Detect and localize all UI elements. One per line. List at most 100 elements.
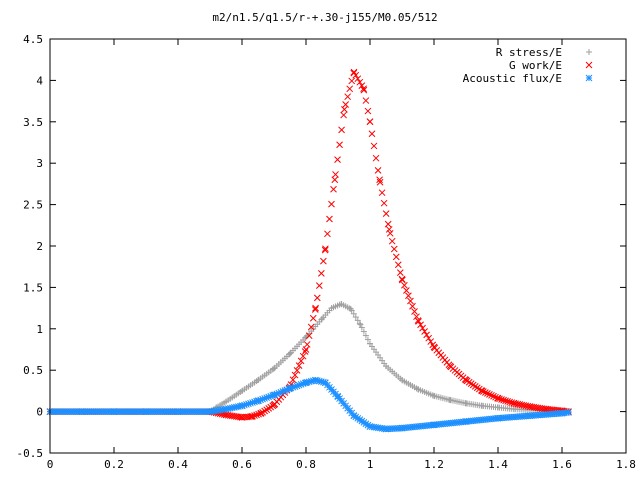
data-point xyxy=(462,418,470,425)
data-point xyxy=(142,408,150,415)
x-tick-label: 1.4 xyxy=(488,458,508,471)
cross-marker xyxy=(500,396,507,404)
cross-marker xyxy=(390,245,398,253)
data-point xyxy=(542,405,550,413)
cross-marker xyxy=(403,287,410,294)
data-point xyxy=(398,275,406,283)
data-point xyxy=(350,412,358,420)
y-tick-label: 0 xyxy=(36,406,43,419)
cross-marker xyxy=(326,215,333,223)
cross-marker xyxy=(425,334,433,342)
cross-marker xyxy=(313,294,321,302)
cross-marker xyxy=(364,107,372,115)
data-point xyxy=(382,425,390,433)
legend-marker xyxy=(586,49,592,55)
y-tick-label: 0.5 xyxy=(23,364,43,377)
cross-marker xyxy=(496,395,503,403)
data-point xyxy=(338,300,345,307)
data-point xyxy=(385,226,393,233)
data-point xyxy=(78,408,86,415)
legend-marker xyxy=(585,74,593,82)
cross-marker xyxy=(334,156,341,163)
data-point xyxy=(495,404,501,411)
cross-marker xyxy=(419,324,426,332)
plot-frame xyxy=(49,38,627,454)
x-tick-label: 0.4 xyxy=(168,458,188,471)
data-point xyxy=(431,392,437,399)
data-point xyxy=(478,387,486,395)
cross-marker xyxy=(291,371,299,379)
data-point xyxy=(494,394,502,402)
data-point xyxy=(399,377,405,384)
cross-marker xyxy=(411,308,418,315)
data-point xyxy=(222,405,230,413)
data-point xyxy=(331,176,339,184)
cross-marker xyxy=(307,323,315,331)
cross-marker xyxy=(338,126,345,134)
cross-marker xyxy=(388,237,396,245)
cross-marker xyxy=(384,220,392,228)
cross-marker xyxy=(289,376,297,384)
cross-marker xyxy=(328,200,335,208)
cross-marker xyxy=(346,85,354,93)
cross-marker xyxy=(299,352,307,360)
data-point xyxy=(511,406,517,413)
cross-marker xyxy=(372,154,380,162)
cross-marker xyxy=(340,111,347,119)
data-point xyxy=(238,414,246,421)
y-tick-label: 2.5 xyxy=(23,199,43,212)
plus-marker xyxy=(362,332,369,339)
series-layer xyxy=(46,68,572,433)
x-tick-label: 0.2 xyxy=(104,458,124,471)
data-point xyxy=(302,379,310,386)
cross-marker xyxy=(417,321,424,329)
cross-marker xyxy=(386,229,394,237)
data-point xyxy=(430,343,438,351)
cross-marker xyxy=(311,306,319,313)
y-tick-label: 1 xyxy=(36,323,43,336)
cross-marker xyxy=(423,331,431,339)
cross-marker xyxy=(394,261,402,269)
cross-marker xyxy=(486,391,493,398)
data-point xyxy=(357,321,364,328)
y-tick-label: 3 xyxy=(36,157,43,170)
data-point xyxy=(341,106,348,113)
data-point xyxy=(206,408,214,415)
data-point xyxy=(479,402,485,409)
cross-marker xyxy=(409,302,416,310)
cross-marker xyxy=(247,413,254,421)
cross-marker xyxy=(405,292,412,300)
data-point xyxy=(376,176,383,184)
data-point xyxy=(463,400,469,407)
cross-marker xyxy=(516,401,524,408)
cross-marker xyxy=(490,392,497,400)
cross-marker xyxy=(309,314,317,322)
cross-marker xyxy=(392,253,400,261)
cross-marker xyxy=(506,398,514,406)
cross-marker xyxy=(382,210,390,218)
cross-marker xyxy=(368,130,376,138)
cross-marker xyxy=(376,178,384,186)
data-point xyxy=(174,408,182,415)
cross-marker xyxy=(522,402,530,410)
data-point xyxy=(321,379,329,386)
data-point xyxy=(367,340,373,347)
cross-marker xyxy=(320,257,327,265)
cross-marker xyxy=(479,388,487,395)
cross-marker xyxy=(305,332,313,340)
cross-marker xyxy=(344,93,352,101)
cross-marker xyxy=(370,142,378,150)
x-tick-label: 1.2 xyxy=(424,458,444,471)
cross-marker xyxy=(512,400,520,408)
data-point xyxy=(312,376,319,384)
cross-marker xyxy=(427,338,435,345)
series-2 xyxy=(46,376,572,433)
y-tick-label: 3.5 xyxy=(23,116,43,129)
data-point xyxy=(430,421,438,429)
cross-marker xyxy=(356,78,364,86)
cross-marker xyxy=(297,357,305,365)
legend-label: R stress/E xyxy=(496,46,562,59)
data-point xyxy=(286,385,294,392)
cross-marker xyxy=(332,171,339,178)
